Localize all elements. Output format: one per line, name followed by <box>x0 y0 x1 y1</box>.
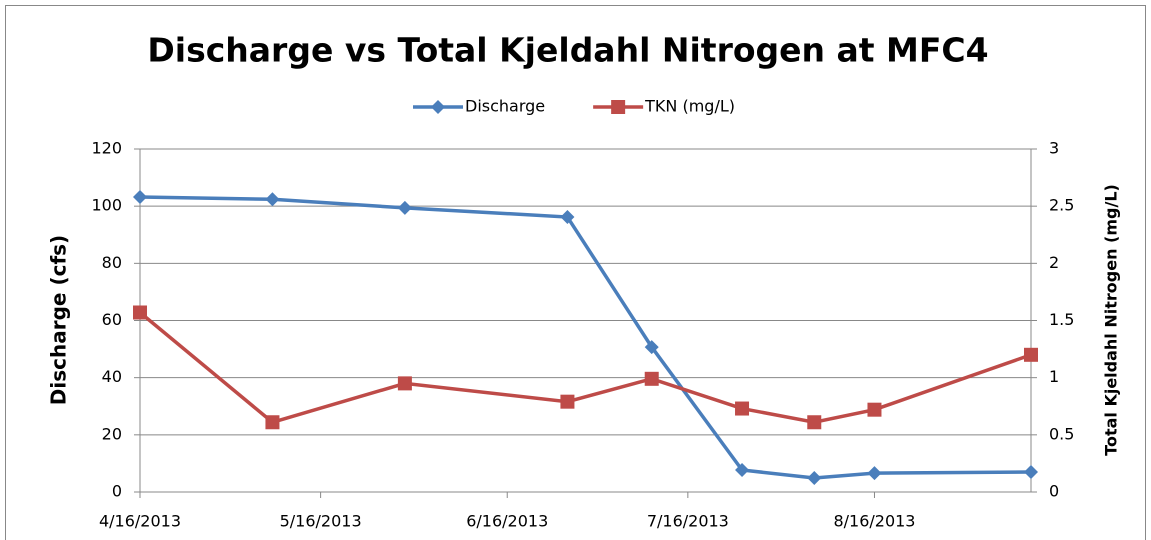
data-point <box>1024 464 1038 479</box>
data-point <box>867 466 882 481</box>
data-point <box>397 376 412 391</box>
y2-tick-label: 2.5 <box>1049 196 1074 215</box>
y2-axis-label: Total Kjeldahl Nitrogen (mg/L) <box>1102 184 1121 456</box>
data-point <box>807 470 822 485</box>
data-point <box>644 371 659 386</box>
data-point <box>867 402 882 417</box>
data-point <box>265 192 280 207</box>
legend-marker <box>431 100 445 114</box>
data-point <box>560 394 575 409</box>
x-tick-label: 8/16/2013 <box>833 512 915 531</box>
y2-tick-label: 2 <box>1049 253 1059 272</box>
y2-tick-label: 0.5 <box>1049 424 1074 443</box>
data-point <box>644 340 659 355</box>
y-tick-label: 120 <box>91 139 122 158</box>
data-point <box>1024 347 1038 362</box>
legend-label: TKN (mg/L) <box>644 97 735 116</box>
data-point <box>133 305 147 320</box>
data-point <box>265 415 280 430</box>
x-tick-label: 5/16/2013 <box>280 512 362 531</box>
y2-tick-label: 1 <box>1049 367 1059 386</box>
data-point <box>133 190 147 205</box>
y-tick-label: 100 <box>91 196 122 215</box>
y2-tick-label: 3 <box>1049 139 1059 158</box>
y-tick-label: 40 <box>102 367 122 386</box>
legend-marker <box>611 100 626 114</box>
x-tick-label: 7/16/2013 <box>647 512 729 531</box>
chart-border <box>5 5 1146 540</box>
y-tick-label: 20 <box>102 424 122 443</box>
y-axis-label: Discharge (cfs) <box>47 235 71 405</box>
y2-tick-label: 0 <box>1049 482 1059 501</box>
y2-tick-label: 1.5 <box>1049 310 1074 329</box>
x-tick-label: 4/16/2013 <box>99 512 181 531</box>
data-point <box>735 462 750 477</box>
data-point <box>735 401 750 416</box>
legend-label: Discharge <box>465 97 545 116</box>
y-tick-label: 0 <box>112 482 122 501</box>
chart-title: Discharge vs Total Kjeldahl Nitrogen at … <box>147 31 988 70</box>
data-point <box>560 210 575 225</box>
y-tick-label: 60 <box>102 310 122 329</box>
data-point <box>397 200 412 215</box>
x-tick-label: 6/16/2013 <box>466 512 548 531</box>
data-point <box>807 415 822 430</box>
y-tick-label: 80 <box>102 253 122 272</box>
